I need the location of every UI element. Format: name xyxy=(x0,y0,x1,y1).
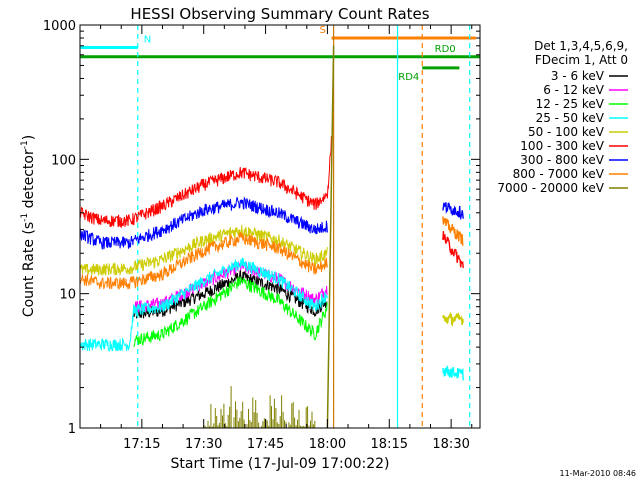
y-axis-label: Count Rate (s-1 detector-1) xyxy=(20,135,37,317)
post-gap-segment-300-800-kev xyxy=(442,202,464,221)
axis-ticks: 1 10 100 1000 17:15 17:30 17:45 18:00 18:15 18:30 xyxy=(43,19,480,452)
y-axis-label-close: ) xyxy=(21,135,37,140)
vertical-markers xyxy=(137,25,471,428)
flags-layer: N S RD0 RD4 xyxy=(80,25,480,83)
flag-label-rd4: RD4 xyxy=(398,72,419,83)
y-axis-label-exp2: -1 xyxy=(20,140,30,149)
flag-label-rd0: RD0 xyxy=(435,44,456,55)
series-25-50-kev xyxy=(79,257,328,352)
legend-label-800-7000-kev: 800 - 7000 keV xyxy=(513,167,605,181)
plot-frame xyxy=(79,24,481,429)
series-50-100-kev xyxy=(79,224,328,277)
legend-label-3-6-kev: 3 - 6 keV xyxy=(551,69,605,83)
post-gap-segment-50-100-kev xyxy=(442,311,464,327)
legend-title-line-2: FDecim 1, Att 0 xyxy=(535,53,628,67)
legend-label-100-300-kev: 100 - 300 keV xyxy=(520,139,604,153)
series-300-800-kev xyxy=(79,196,328,250)
legend-label-25-50-kev: 25 - 50 keV xyxy=(536,111,605,125)
y-tick-label: 1000 xyxy=(43,19,76,34)
chart-title: HESSI Observing Summary Count Rates xyxy=(130,5,429,23)
flare-spike xyxy=(326,45,335,429)
y-tick-label: 1 xyxy=(68,422,76,437)
series-800-7000-kev xyxy=(79,232,328,290)
series-100-300-kev xyxy=(79,136,332,229)
y-axis-label-mid: detector xyxy=(21,149,37,213)
legend-label-6-12-kev: 6 - 12 keV xyxy=(543,83,605,97)
post-gap-segment-25-50-kev xyxy=(442,365,464,381)
y-tick-label: 10 xyxy=(59,288,76,303)
y-tick-label: 100 xyxy=(51,153,76,168)
legend-label-300-800-kev: 300 - 800 keV xyxy=(520,153,604,167)
x-tick-label: 18:15 xyxy=(371,437,408,452)
post-gap-segment-800-7000-kev xyxy=(442,216,464,247)
x-axis-label: Start Time (17-Jul-09 17:00:22) xyxy=(170,456,389,472)
footer-timestamp: 11-Mar-2010 08:46 xyxy=(560,469,637,478)
legend: Det 1,3,4,5,6,9, FDecim 1, Att 0 3 - 6 k… xyxy=(497,39,628,195)
series-12-25-kev xyxy=(133,276,328,348)
legend-label-7000-20000-kev: 7000 - 20000 keV xyxy=(497,181,604,195)
x-tick-label: 17:30 xyxy=(185,437,222,452)
x-tick-label: 17:15 xyxy=(123,437,160,452)
x-tick-label: 18:30 xyxy=(432,437,469,452)
x-tick-label: 18:00 xyxy=(309,437,346,452)
x-tick-label: 17:45 xyxy=(247,437,284,452)
legend-title-line-1: Det 1,3,4,5,6,9, xyxy=(534,39,628,53)
flag-label-n: N xyxy=(144,34,151,45)
series-layer xyxy=(79,45,464,429)
flag-label-s: S xyxy=(320,25,326,36)
post-gap-segment-100-300-kev xyxy=(442,231,464,268)
legend-label-12-25-kev: 12 - 25 keV xyxy=(536,97,605,111)
y-axis-label-exp1: -1 xyxy=(20,213,30,222)
y-axis-label-main: Count Rate (s xyxy=(21,222,37,317)
legend-label-50-100-kev: 50 - 100 keV xyxy=(528,125,605,139)
